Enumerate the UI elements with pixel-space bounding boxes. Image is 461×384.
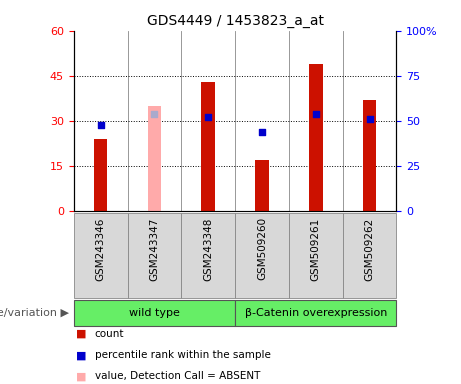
Text: GSM509260: GSM509260 (257, 217, 267, 280)
Point (205, 114, 212, 121)
Text: β-Catenin overexpression: β-Catenin overexpression (245, 308, 387, 318)
Text: GSM243347: GSM243347 (149, 217, 160, 281)
Bar (181, 31, 235, 211)
Point (312, 111, 319, 117)
Text: ■: ■ (76, 350, 87, 360)
Bar (363, 100, 376, 211)
Text: count: count (95, 329, 124, 339)
Bar (94, 139, 107, 211)
Bar (181, 213, 235, 298)
Bar (235, 300, 396, 326)
Text: GSM243348: GSM243348 (203, 217, 213, 281)
Bar (148, 106, 161, 211)
Bar (235, 31, 289, 211)
Text: genotype/variation ▶: genotype/variation ▶ (0, 308, 69, 318)
Text: ■: ■ (76, 329, 87, 339)
Bar (128, 213, 181, 298)
Text: wild type: wild type (129, 308, 180, 318)
Bar (74, 31, 128, 211)
Text: GSM509261: GSM509261 (311, 217, 321, 281)
Bar (128, 31, 181, 211)
Bar (289, 31, 343, 211)
Point (151, 111, 158, 117)
Bar (309, 64, 323, 211)
Bar (289, 213, 343, 298)
Bar (74, 213, 128, 298)
Point (258, 129, 266, 135)
Text: GSM243346: GSM243346 (95, 217, 106, 281)
Bar (235, 213, 289, 298)
Text: value, Detection Call = ABSENT: value, Detection Call = ABSENT (95, 371, 260, 381)
Bar (201, 82, 215, 211)
Text: GSM509262: GSM509262 (365, 217, 375, 281)
Point (366, 116, 373, 122)
Text: ■: ■ (76, 371, 87, 381)
Bar (343, 31, 396, 211)
Bar (74, 300, 235, 326)
Bar (255, 160, 269, 211)
Title: GDS4449 / 1453823_a_at: GDS4449 / 1453823_a_at (147, 14, 324, 28)
Point (97, 121, 104, 127)
Bar (343, 213, 396, 298)
Text: percentile rank within the sample: percentile rank within the sample (95, 350, 271, 360)
